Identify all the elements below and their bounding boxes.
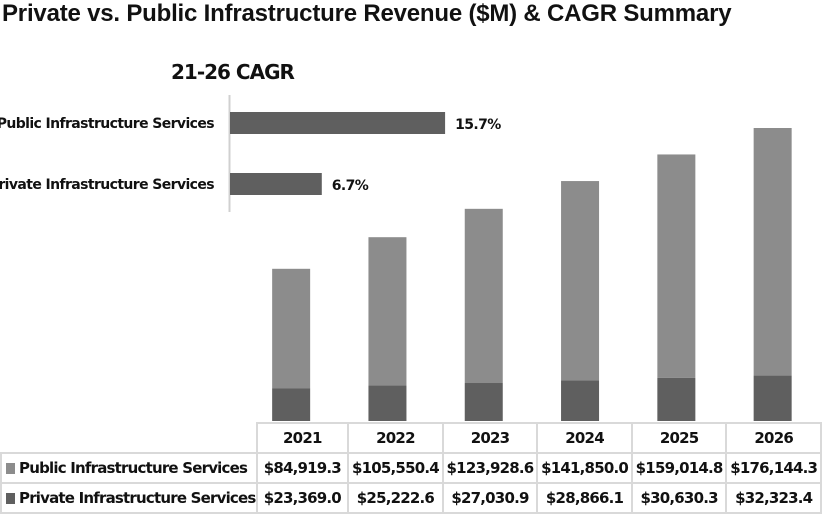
table-row-public: Public Infrastructure Services $84,919.3 $… [0, 452, 822, 484]
cagr-bar [230, 112, 446, 134]
table-cell: $123,928.6 [441, 452, 539, 484]
legend-swatch [6, 493, 15, 504]
table-header-year: 2025 [630, 422, 728, 454]
cagr-title: 21-26 CAGR [171, 60, 295, 84]
bar-private-2023 [464, 383, 503, 421]
table-cell: $84,919.3 [255, 452, 350, 484]
series-name: Public Infrastructure Services [19, 459, 248, 477]
table-header-row: 2021 2022 2023 2024 2025 2026 [1, 422, 822, 454]
table-row-private: Private Infrastructure Services $23,369.0… [0, 482, 822, 514]
table-cell: $159,014.8 [630, 452, 728, 484]
series-name: Private Infrastructure Services [19, 489, 256, 507]
table-header-year: 2024 [536, 422, 633, 454]
table-cell: $25,222.6 [347, 482, 444, 514]
table-cell: $23,369.0 [255, 482, 350, 514]
bar-public-2023 [464, 208, 503, 384]
bar-public-2025 [657, 154, 696, 378]
table-cell: $176,144.3 [725, 452, 822, 484]
table-corner [1, 423, 258, 454]
table-cell: $105,550.4 [347, 452, 444, 484]
bar-public-2022 [368, 237, 407, 386]
cagr-value-label: 15.7% [455, 117, 501, 133]
table-cell: $30,630.3 [630, 482, 728, 514]
bar-private-2026 [753, 375, 792, 421]
bar-public-2021 [272, 268, 311, 389]
bar-private-2024 [561, 380, 600, 421]
table-header-year: 2023 [441, 422, 539, 454]
table-header-year: 2026 [725, 422, 822, 454]
data-table: 2021 2022 2023 2024 2025 2026 Public Infrastr… [0, 422, 822, 514]
table-cell: $27,030.9 [441, 482, 539, 514]
bar-public-2024 [561, 181, 600, 381]
cagr-value-label: 6.7% [332, 178, 369, 194]
table-header-year: 2021 [255, 422, 350, 454]
table-header-year: 2022 [347, 422, 444, 454]
cagr-category-label: Public Infrastructure Services [0, 116, 214, 132]
table-cell: $141,850.0 [536, 452, 633, 484]
table-cell: $32,323.4 [725, 482, 822, 514]
cagr-bar [230, 173, 322, 195]
table-series-label: Public Infrastructure Services [0, 452, 258, 484]
bar-public-2026 [753, 128, 792, 376]
table-series-label: Private Infrastructure Services [0, 482, 258, 514]
bar-private-2022 [368, 385, 407, 421]
legend-swatch [6, 463, 15, 474]
table-cell: $28,866.1 [536, 482, 633, 514]
bar-private-2021 [272, 388, 311, 421]
bar-private-2025 [657, 377, 696, 421]
cagr-category-label: Private Infrastructure Services [0, 177, 214, 193]
chart-title: Private vs. Public Infrastructure Revenu… [2, 0, 732, 27]
